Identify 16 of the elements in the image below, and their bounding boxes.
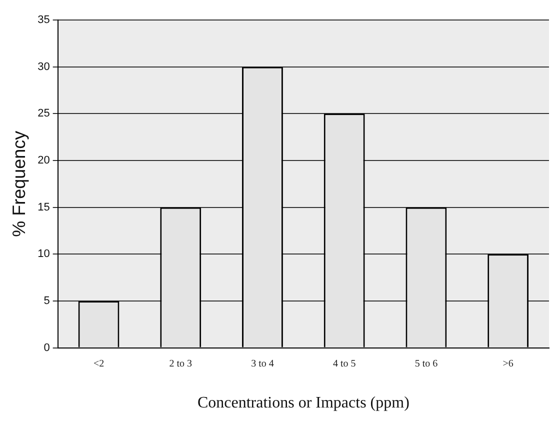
x-tick-label: 3 to 4	[251, 358, 274, 370]
y-tick-label: 20	[38, 154, 50, 167]
y-tick-label: 10	[38, 248, 50, 260]
y-tick-label: 30	[38, 60, 50, 73]
y-tick-label: 15	[38, 201, 50, 214]
y-axis-title: % Frequency	[8, 130, 29, 237]
x-tick-label: 5 to 6	[414, 358, 438, 370]
y-tick-label: 0	[44, 342, 50, 354]
y-tick-label: 5	[44, 295, 50, 308]
x-tick-label: 4 to 5	[332, 358, 356, 370]
y-tick-label: 35	[38, 14, 50, 26]
x-tick-label: >6	[502, 358, 514, 370]
x-axis-title: Concentrations or Impacts (ppm)	[197, 394, 410, 412]
x-tick-label: <2	[93, 358, 104, 370]
x-tick-label: 2 to 3	[169, 358, 192, 370]
y-tick-label: 25	[38, 108, 50, 120]
